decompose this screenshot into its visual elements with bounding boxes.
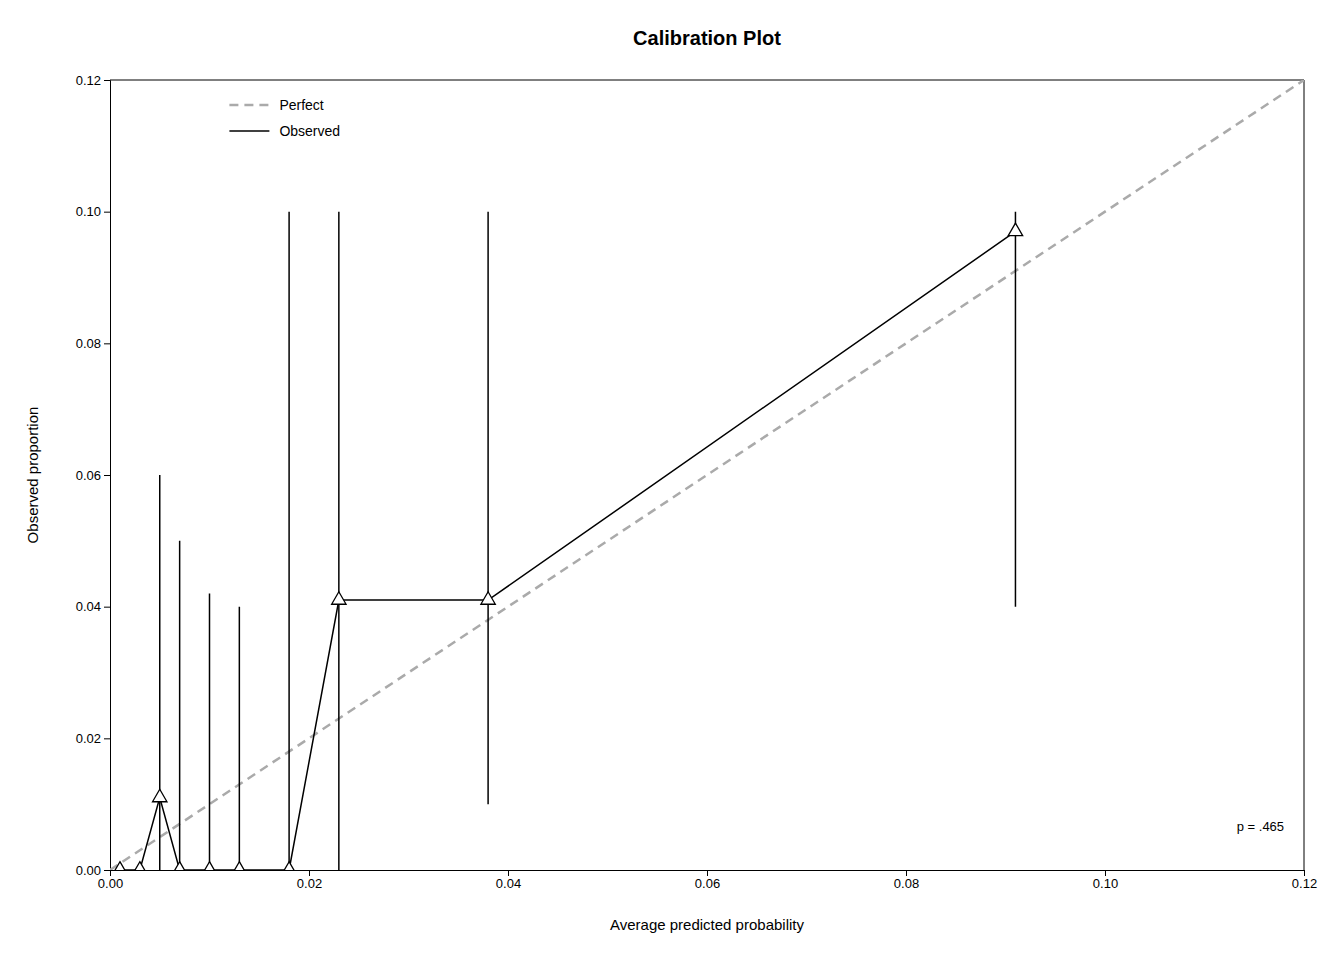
y-axis-line (104, 81, 111, 871)
y-axis-tick: 0.12 (76, 73, 110, 88)
point (481, 592, 495, 604)
y-axis-tick-label: 0.02 (76, 731, 101, 746)
legend: Perfect Observed (229, 97, 340, 139)
series-line (120, 231, 1016, 870)
marks (110, 80, 1304, 870)
series-line (110, 80, 1304, 870)
y-axis-tick-label: 0.10 (76, 204, 101, 219)
legend-swatch (229, 130, 269, 132)
legend-item: Observed (229, 123, 340, 139)
series (110, 80, 1304, 870)
y-axis: 0.00 0.02 0.04 0.06 0.08 0.10 0.12 (76, 73, 111, 878)
y-axis-tick: 0.10 (76, 204, 110, 219)
x-axis-tick-label: 0.06 (695, 876, 720, 891)
point (1008, 223, 1022, 235)
y-axis-tick-mark (104, 212, 110, 213)
point (133, 862, 147, 870)
point (113, 862, 127, 870)
y-axis-title: Observed proportion (24, 407, 41, 544)
point (153, 789, 167, 801)
plot-frame (110, 80, 1304, 870)
x-axis-tick-label: 0.02 (297, 876, 322, 891)
x-axis-tick-mark (508, 870, 509, 876)
x-axis-tick: 0.08 (894, 870, 919, 891)
x-axis-tick: 0.02 (297, 870, 322, 891)
x-axis-tick: 0.00 (98, 870, 123, 891)
error-bar (1015, 212, 1017, 607)
y-axis-tick-mark (104, 607, 110, 608)
x-axis-tick-mark (707, 870, 708, 876)
series (113, 212, 1023, 870)
legend-label: Observed (279, 123, 340, 139)
x-axis-tick-mark (1105, 870, 1106, 876)
y-axis-tick-mark (104, 80, 110, 81)
y-axis-tick: 0.06 (76, 468, 110, 483)
x-axis-tick-mark (309, 870, 310, 876)
point (202, 862, 216, 870)
x-axis-tick: 0.10 (1093, 870, 1118, 891)
x-axis-line (111, 871, 1305, 877)
y-axis-tick-label: 0.12 (76, 73, 101, 88)
x-axis-tick-label: 0.08 (894, 876, 919, 891)
annotation: p = .465 (1237, 819, 1284, 834)
error-bar (159, 475, 161, 870)
legend-label: Perfect (279, 97, 323, 113)
legend-swatch (229, 104, 269, 107)
legend-item: Perfect (229, 97, 323, 113)
y-axis-tick-mark (104, 870, 110, 871)
y-axis-tick-label: 0.06 (76, 468, 101, 483)
point (172, 862, 186, 870)
x-axis-tick: 0.06 (695, 870, 720, 891)
x-axis-tick-mark (1304, 870, 1305, 876)
y-axis-tick-mark (104, 475, 110, 476)
y-axis-tick: 0.08 (76, 336, 110, 351)
x-axis-tick: 0.04 (496, 870, 521, 891)
x-axis-tick-label: 0.04 (496, 876, 521, 891)
x-axis: 0.00 0.02 0.04 0.06 0.08 0.10 0.12 (98, 870, 1317, 891)
y-axis-tick: 0.04 (76, 599, 110, 614)
point (232, 862, 246, 870)
y-axis-tick-label: 0.04 (76, 599, 101, 614)
y-axis-tick-mark (104, 738, 110, 739)
x-axis-tick-label: 0.12 (1292, 876, 1317, 891)
error-bar (288, 212, 290, 870)
point (332, 592, 346, 604)
x-axis-tick-label: 0.10 (1093, 876, 1118, 891)
y-axis-tick: 0.02 (76, 731, 110, 746)
y-axis-tick: 0.00 (76, 863, 110, 878)
title: Calibration Plot (633, 27, 781, 49)
plot: 0.00 0.02 0.04 0.06 0.08 0.10 0.12 0.00 0.02 0.04… (76, 73, 1317, 892)
y-axis-tick-mark (104, 343, 110, 344)
x-axis-tick-label: 0.00 (98, 876, 123, 891)
point (282, 862, 296, 870)
chart: 0.00 0.02 0.04 0.06 0.08 0.10 0.12 0.00 0.02 0.04… (0, 0, 1344, 960)
error-bar (239, 607, 241, 870)
x-axis-title: Average predicted probability (610, 916, 805, 933)
y-axis-tick-label: 0.00 (76, 863, 101, 878)
error-bar (338, 212, 340, 870)
error-bar (487, 212, 489, 805)
x-axis-tick: 0.12 (1292, 870, 1317, 891)
x-axis-tick-mark (906, 870, 907, 876)
error-bar (209, 594, 211, 871)
error-bar (179, 541, 181, 870)
y-axis-tick-label: 0.08 (76, 336, 101, 351)
